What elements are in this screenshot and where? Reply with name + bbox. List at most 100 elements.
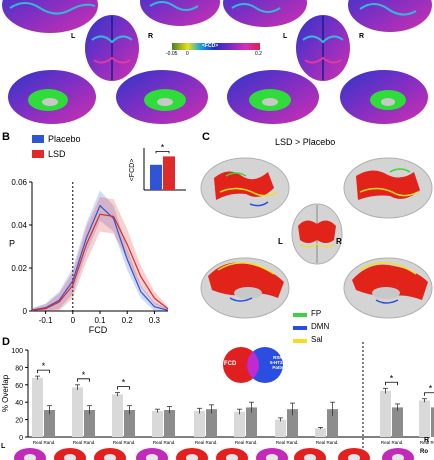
brain-medial-2 xyxy=(116,70,208,124)
overlap-bar-rand xyxy=(431,407,434,437)
y-tick-label-3: 0.06 xyxy=(11,178,27,187)
brain-medial-1 xyxy=(8,70,96,124)
overlap-bar-real xyxy=(380,390,391,437)
overlap-group-label: Real xyxy=(381,440,390,445)
overlap-y-tick-label-5: 100 xyxy=(11,348,23,355)
overlap-significance-star: * xyxy=(429,384,433,394)
overlap-bar-rand xyxy=(392,407,403,437)
panel-c-letter: C xyxy=(202,131,210,143)
series-band-placebo xyxy=(32,190,168,311)
overlap-significance-bracket xyxy=(117,386,130,390)
hemisphere-left-label: L xyxy=(71,33,76,40)
overlap-bar-real xyxy=(72,387,83,437)
inset-bar-placebo xyxy=(150,164,162,190)
overlap-bar-rand xyxy=(287,409,298,437)
brain-medial-4 xyxy=(340,70,428,124)
x-tick-label-4: 0.3 xyxy=(149,316,161,325)
overlap-bar-real xyxy=(419,400,430,437)
brain-strip-thumbnail-core xyxy=(186,454,198,460)
overlap-bar-rand xyxy=(44,410,55,437)
y-tick-label-0: 0 xyxy=(23,307,28,316)
venn-diagram xyxy=(223,347,283,383)
panel-c-hemi-right: R xyxy=(336,237,342,246)
overlap-group-label: Rand. xyxy=(123,440,135,445)
overlap-group-label: Real xyxy=(153,440,162,445)
overlap-bar-rand xyxy=(84,410,95,437)
legend-swatch-dmn xyxy=(293,326,307,330)
overlap-group-label: Real xyxy=(235,440,244,445)
overlap-group-label: Rand. xyxy=(430,440,434,445)
overlap-group-label: Rand. xyxy=(326,440,338,445)
overlap-significance-star: * xyxy=(82,370,86,380)
brain-lateral-top-mid-left xyxy=(140,0,220,26)
overlap-bar-real xyxy=(315,428,326,437)
colorbar-title: <FCD> xyxy=(202,43,219,49)
brain-strip-thumbnail-core xyxy=(226,454,238,460)
overlap-group-label: Real xyxy=(73,440,82,445)
overlap-group-label: Rand. xyxy=(391,440,403,445)
y-tick-label-2: 0.04 xyxy=(11,221,27,230)
panel-c-brain-maps xyxy=(200,157,433,319)
overlap-group-label: Real xyxy=(316,440,325,445)
overlap-group-label: Real xyxy=(113,440,122,445)
y-axis-label: P xyxy=(9,239,15,249)
x-tick-label-3: 0.2 xyxy=(122,316,134,325)
legend-label-placebo: Placebo xyxy=(48,134,81,144)
overlap-group-label: Rand. xyxy=(286,440,298,445)
overlap-bar-real xyxy=(152,410,163,437)
colorbar-max-label: 0.2 xyxy=(255,51,262,57)
overlap-significance-bracket xyxy=(424,392,434,396)
overlap-group-label: Rand. xyxy=(163,440,175,445)
brain-strip-thumbnail-core xyxy=(104,454,116,460)
legend-label-sal: Sal xyxy=(311,335,323,344)
panel-b-letter: B xyxy=(2,131,10,143)
x-tick-label-2: 0.1 xyxy=(94,316,106,325)
brain-lsd-lateral-left xyxy=(200,157,290,219)
overlap-group-label: Rand. xyxy=(43,440,55,445)
inset-y-label: <FCD> xyxy=(129,159,136,182)
inset-significance-bracket xyxy=(155,151,170,154)
colorbar xyxy=(172,43,260,50)
brain-strip-thumbnail-core xyxy=(348,454,360,460)
fcd-mean-inset-chart: <FCD> * xyxy=(129,142,186,191)
overlap-significance-bracket xyxy=(385,381,398,386)
x-tick-label-0: -0.1 xyxy=(39,316,53,325)
brain-medial-3 xyxy=(227,70,319,124)
overlap-group-label: Real xyxy=(276,440,285,445)
brain-lsd-dorsal xyxy=(291,203,343,265)
series-band-lsd xyxy=(32,197,168,311)
panel-c-hemi-left: L xyxy=(278,237,283,246)
legend-label-fp: FP xyxy=(311,309,322,318)
hemisphere-left-label-2: L xyxy=(283,33,288,40)
hemisphere-right-label-2: R xyxy=(359,33,365,40)
inset-significance-star: * xyxy=(161,142,165,152)
overlap-y-tick-label-2: 40 xyxy=(15,400,23,407)
brain-strip-thumbnail-core xyxy=(64,454,76,460)
overlap-bar-rand xyxy=(164,410,175,437)
legend-swatch-lsd xyxy=(32,150,44,158)
overlap-y-axis-label: % Overlap xyxy=(1,374,10,412)
overlap-significance-bracket xyxy=(37,369,50,374)
brain-strip-thumbnail-core xyxy=(146,454,158,460)
legend-swatch-sal xyxy=(293,339,307,343)
brain-lsd-medial-right xyxy=(343,257,433,319)
x-axis-label: FCD xyxy=(89,325,108,335)
x-tick-label-1: 0 xyxy=(71,316,76,325)
brain-dorsal-placebo xyxy=(85,15,139,81)
brain-lsd-lateral-right xyxy=(343,157,433,219)
overlap-bar-rand xyxy=(246,407,257,437)
legend-label-lsd: LSD xyxy=(48,149,66,159)
panel-d-hemi-left: L xyxy=(1,443,6,450)
overlap-group-label: Real xyxy=(33,440,42,445)
brain-dorsal-lsd xyxy=(296,15,350,81)
brain-strip-label: Ro xyxy=(420,449,428,455)
fcd-distribution-chart: -0.1 0 0.1 0.2 0.3 0 0.02 0.04 0.06 FCD P xyxy=(9,178,169,335)
overlap-y-tick-label-1: 20 xyxy=(15,418,23,425)
brain-strip-thumbnail-core xyxy=(24,454,36,460)
overlap-group-label: Rand. xyxy=(245,440,257,445)
brain-lateral-top-left xyxy=(2,0,98,33)
y-tick-label-1: 0.02 xyxy=(11,264,27,273)
brain-strip-thumbnail-core xyxy=(304,454,316,460)
overlap-bar-real xyxy=(112,394,123,437)
